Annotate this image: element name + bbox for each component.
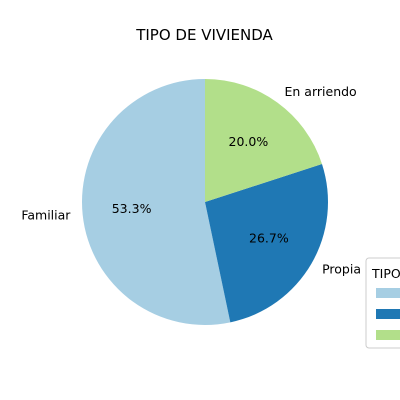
legend-title: TIPO: [371, 266, 400, 281]
category-label-propia: Propia: [322, 261, 361, 276]
legend-swatch-familiar: [376, 288, 400, 298]
legend-swatch-en-arriendo: [376, 330, 400, 340]
category-label-en-arriendo: En arriendo: [285, 84, 357, 99]
pie-slice-en-arriendo: [205, 79, 322, 202]
pie-slices: [81, 79, 328, 326]
category-label-familiar: Familiar: [21, 208, 71, 223]
percent-label-propia: 26.7%: [249, 230, 289, 245]
legend-swatch-propia: [376, 309, 400, 319]
percent-label-en-arriendo: 20.0%: [229, 134, 269, 149]
chart-title: TIPO DE VIVIENDA: [135, 26, 273, 44]
pie-labels: Familiar 53.3% Propia 26.7% En arriendo 20.0%: [21, 84, 361, 276]
legend-frame: [365, 257, 400, 349]
pie-slice-propia: [205, 163, 328, 323]
legend: TIPO: [365, 257, 400, 349]
pie-slice-familiar: [81, 79, 231, 326]
percent-label-familiar: 53.3%: [112, 201, 152, 216]
